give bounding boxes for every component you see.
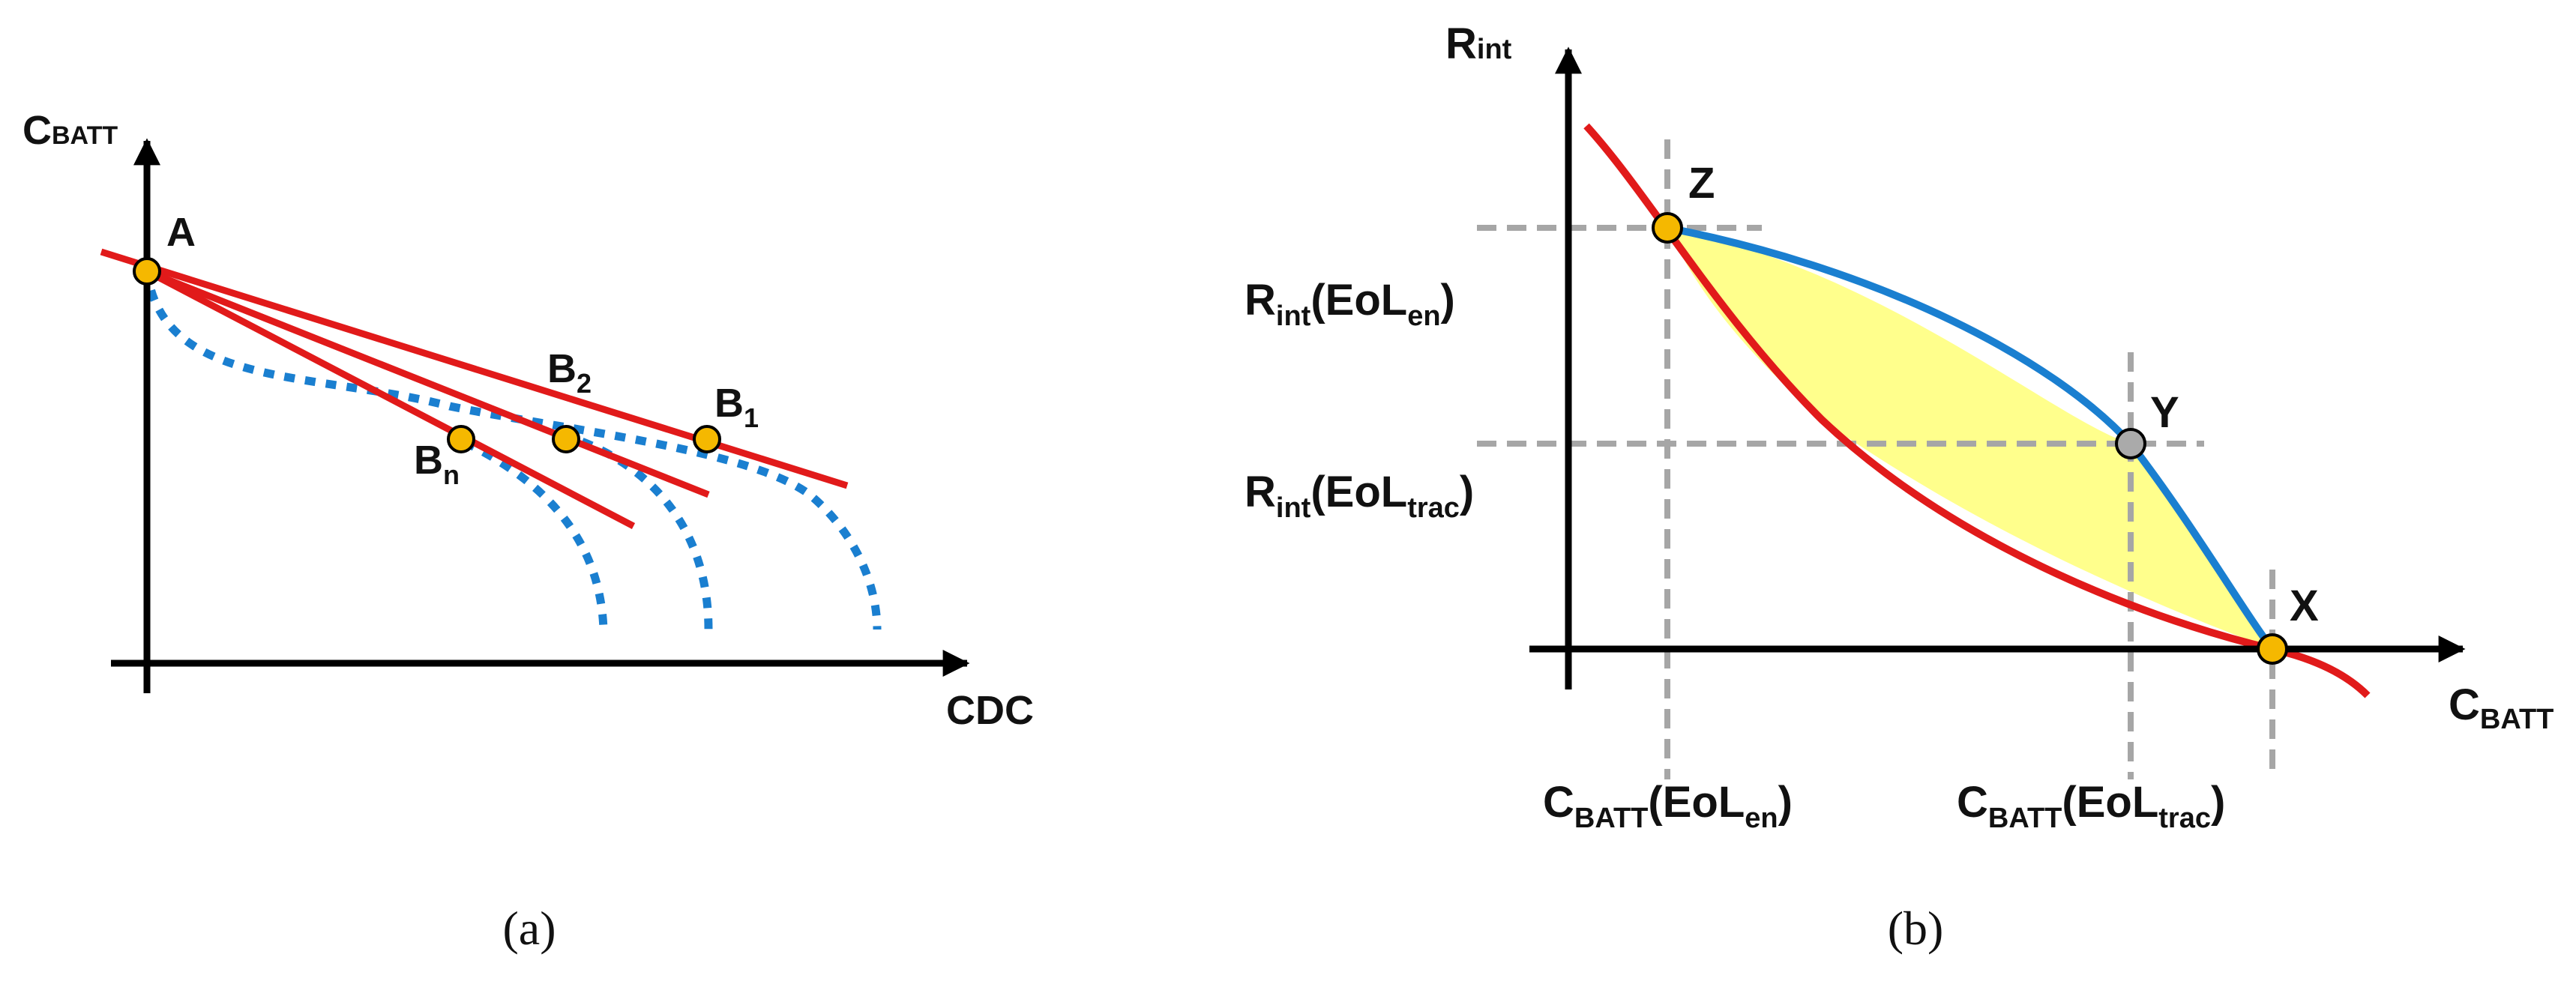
r-int-eol-en-label: Rint(EoLen) — [1245, 276, 1455, 332]
point-y-marker — [2115, 428, 2146, 459]
caption-b: (b) — [1888, 902, 1944, 955]
point-z-marker — [1652, 212, 1683, 244]
point-b2-marker — [552, 425, 580, 453]
point-b1-marker — [693, 425, 721, 453]
panel-a: CBATT CDC A B1 B2 Bn (a) — [22, 108, 1034, 955]
line-a-bn — [145, 268, 636, 529]
c-batt-eol-en-label: CBATT(EoLen) — [1543, 778, 1793, 834]
r-int-eol-trac-label: Rint(EoLtrac) — [1245, 468, 1474, 524]
y-axis-b-label: Rint — [1445, 19, 1512, 68]
point-a-marker — [133, 257, 161, 286]
blue-curve — [1667, 224, 2275, 652]
caption-a: (a) — [502, 902, 556, 955]
dotted-curve-1 — [142, 269, 882, 630]
point-z-label: Z — [1688, 159, 1715, 208]
c-batt-eol-trac-label: CBATT(EoLtrac) — [1957, 778, 2225, 834]
point-b2-label: B2 — [547, 346, 592, 399]
yellow-region — [1667, 228, 2272, 649]
point-b1-label: B1 — [714, 381, 759, 433]
panel-b: Rint CBATT Z Y X Rint(EoLen) Rint(EoLtra… — [1245, 19, 2554, 955]
red-curve — [1583, 123, 2371, 698]
line-a-b1 — [100, 248, 849, 489]
x-axis-a-label: CDC — [946, 688, 1034, 733]
point-a-label: A — [166, 210, 196, 255]
point-x-marker — [2257, 633, 2288, 665]
point-bn-label: Bn — [414, 438, 460, 490]
point-bn-marker — [447, 425, 475, 453]
point-y-label: Y — [2150, 388, 2179, 437]
line-a-b2 — [145, 268, 710, 498]
x-axis-b-label: CBATT — [2449, 680, 2554, 735]
y-axis-a-label: CBATT — [22, 108, 118, 153]
dotted-curve-3 — [463, 438, 608, 630]
point-x-label: X — [2290, 582, 2319, 630]
